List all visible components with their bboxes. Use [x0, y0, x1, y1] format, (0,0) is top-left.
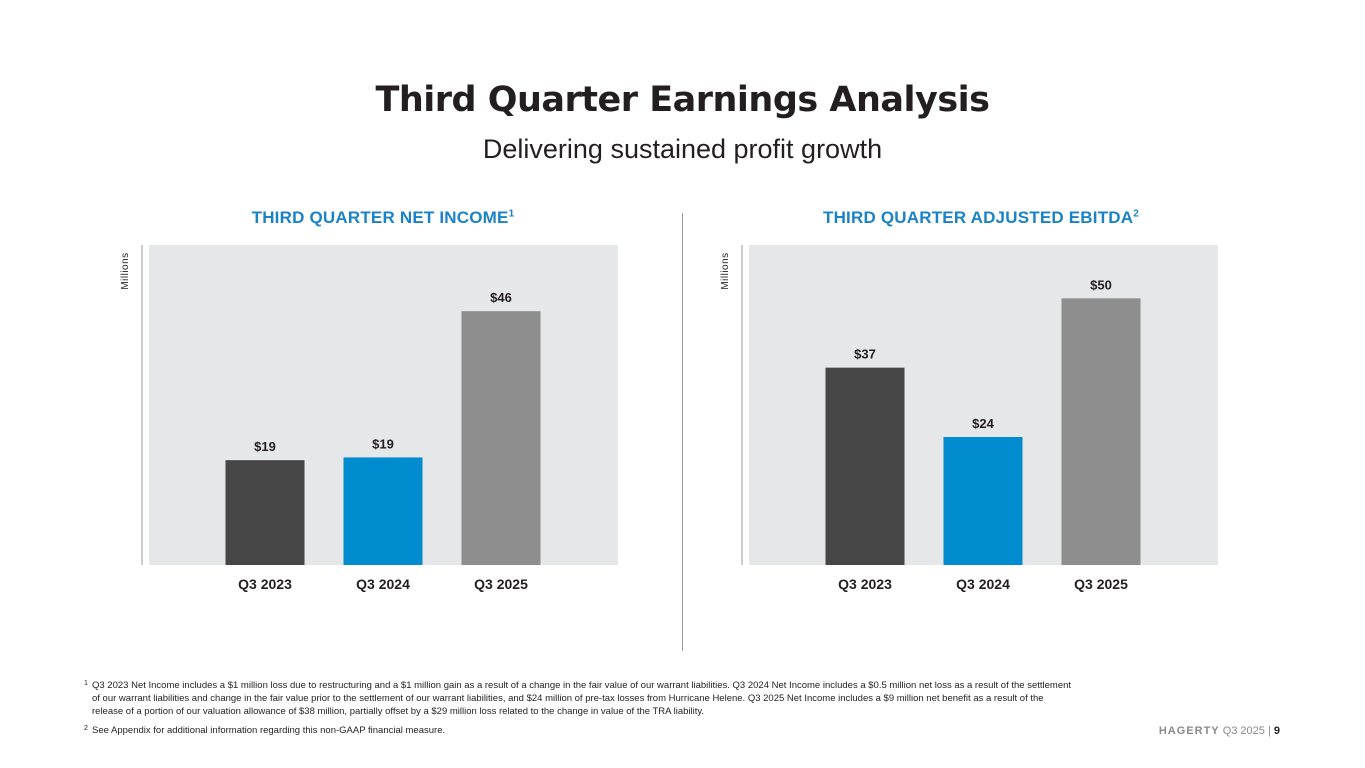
footnote-1: 1 Q3 2023 Net Income includes a $1 milli… — [84, 679, 1074, 718]
chart-1-x-tick-label: Q3 2025 — [474, 576, 528, 592]
chart-1-data-label: $46 — [490, 290, 512, 305]
chart-1-x-tick-label: Q3 2023 — [238, 576, 292, 592]
chart-2-x-tick-label: Q3 2025 — [1074, 576, 1128, 592]
chart-2-title-text: THIRD QUARTER ADJUSTED EBITDA — [823, 208, 1134, 227]
chart-1-y-axis-label: Millions — [120, 252, 131, 289]
chart-1-bar-q3-2023 — [225, 460, 305, 565]
chart-1-title-footnote-mark: 1 — [508, 208, 515, 220]
page-number: 9 — [1273, 725, 1280, 737]
chart-2-data-label: $37 — [854, 347, 876, 362]
footer-period: Q3 2025 — [1222, 725, 1265, 737]
chart-2-title: THIRD QUARTER ADJUSTED EBITDA2 — [738, 208, 1224, 228]
chart-2-data-label: $24 — [972, 416, 994, 431]
footer-separator: | — [1267, 725, 1271, 737]
footnote-2-mark: 2 — [84, 725, 88, 732]
chart-2-bar-q3-2023 — [825, 367, 905, 565]
chart-2-x-tick-label: Q3 2023 — [838, 576, 892, 592]
chart-2-bar-q3-2025 — [1061, 298, 1141, 565]
chart-2-title-footnote-mark: 2 — [1133, 208, 1139, 220]
chart-1-title: THIRD QUARTER NET INCOME1 — [140, 208, 626, 228]
chart-2-x-tick-label: Q3 2024 — [956, 576, 1010, 592]
footnote-2: 2 See Appendix for additional informatio… — [84, 724, 1074, 737]
chart-1-bar-q3-2024 — [343, 457, 423, 565]
chart-2-data-label: $50 — [1090, 277, 1112, 292]
page-subtitle: Delivering sustained profit growth — [482, 134, 883, 164]
footnote-2-text: See Appendix for additional information … — [92, 725, 446, 736]
chart-1-data-label: $19 — [254, 439, 276, 454]
page-title: Third Quarter Earnings Analysis — [375, 80, 990, 120]
footnote-1-mark: 1 — [84, 680, 88, 687]
brand-logo: HAGERTY — [1158, 725, 1220, 737]
page-footer: HAGERTY Q3 2025 | 9 — [1159, 725, 1280, 737]
chart-1-x-tick-label: Q3 2024 — [356, 576, 410, 592]
net-income-chart: Millions $19 Q3 2023 $19 Q3 2024 $46 Q3 2025 — [120, 245, 618, 592]
footnote-1-text: Q3 2023 Net Income includes a $1 million… — [92, 680, 1072, 717]
chart-2-y-axis-label: Millions — [720, 252, 731, 289]
chart-1-title-text: THIRD QUARTER NET INCOME — [251, 208, 509, 227]
chart-divider — [682, 213, 683, 651]
chart-1-data-label: $19 — [372, 436, 394, 451]
chart-1-bar-q3-2025 — [461, 311, 541, 565]
adjusted-ebitda-chart: Millions $37 Q3 2023 $24 Q3 2024 $50 Q3 2025 — [720, 245, 1218, 592]
chart-2-bar-q3-2024 — [943, 437, 1023, 565]
footnotes: 1 Q3 2023 Net Income includes a $1 milli… — [84, 679, 1074, 737]
